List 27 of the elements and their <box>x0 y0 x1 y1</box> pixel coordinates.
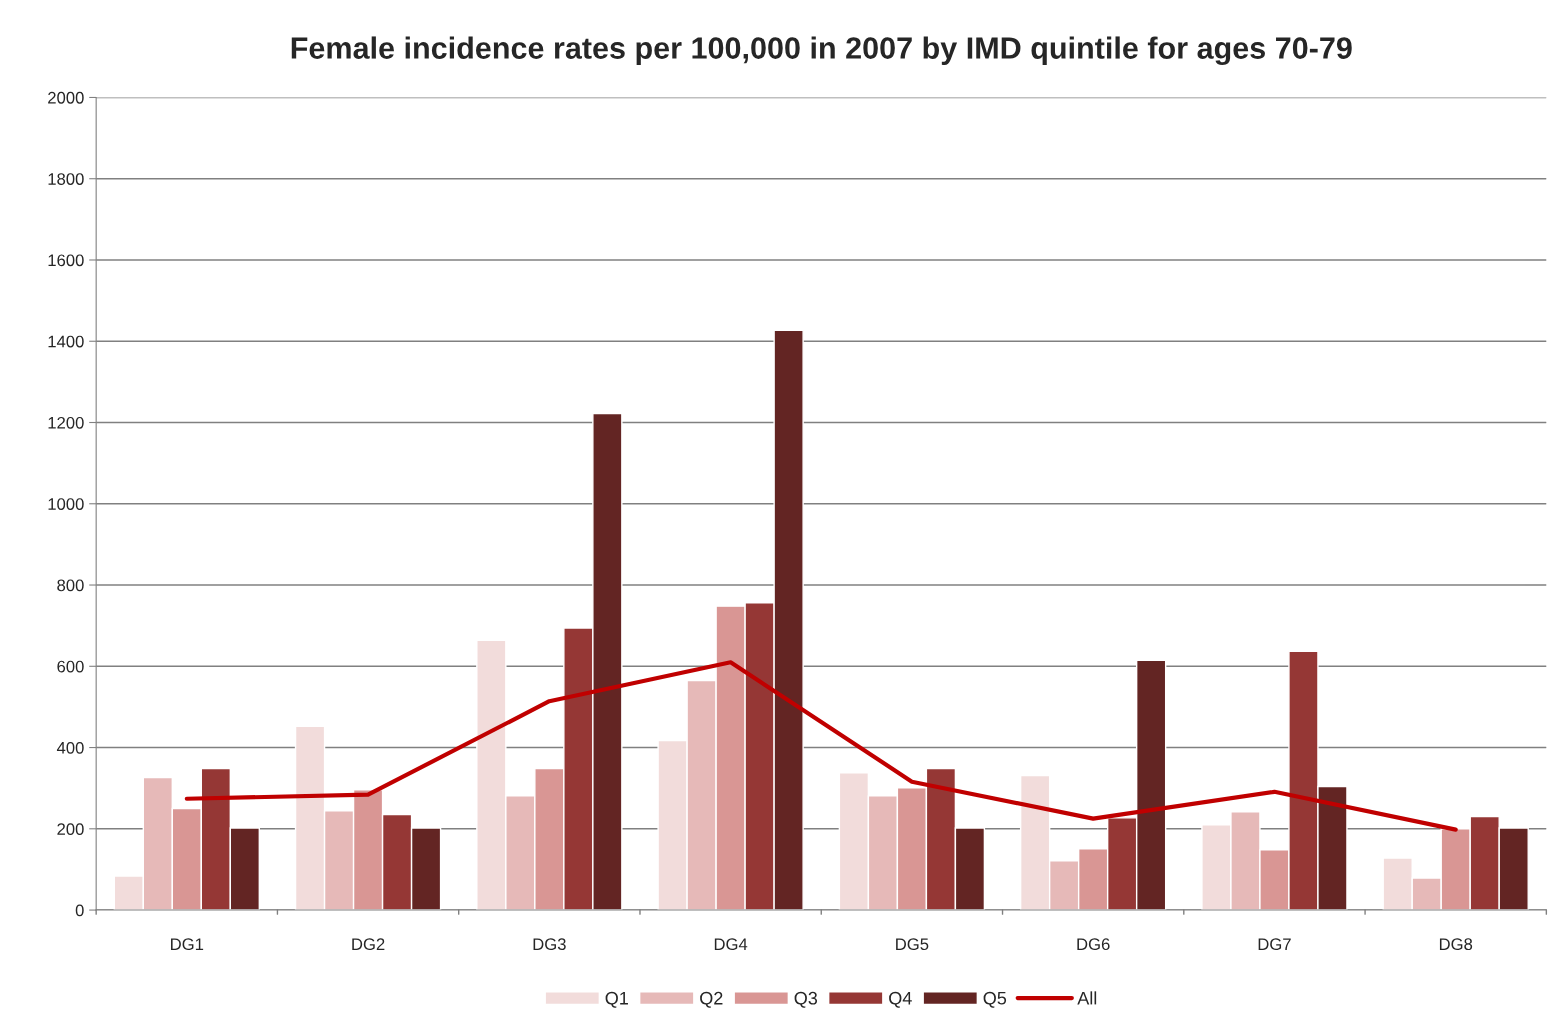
y-tick-label: 1400 <box>48 335 84 348</box>
y-tick-label: 400 <box>56 741 84 754</box>
y-tick-label: 1800 <box>48 173 84 185</box>
legend-label: Q5 <box>983 991 1007 1008</box>
x-tick-label: DG5 <box>896 938 929 951</box>
legend-label: Q3 <box>794 991 818 1008</box>
x-tick-label: DG7 <box>1258 938 1291 951</box>
line-series <box>184 660 1458 832</box>
y-tick-label: 2000 <box>48 91 84 104</box>
chart-title: Female incidence rates per 100,000 in 2007 by IMD quintile for ages 70-79 <box>291 36 1352 66</box>
y-tick-label: 600 <box>57 660 84 673</box>
y-tick-label: 800 <box>57 579 84 592</box>
x-tick-label: DG4 <box>714 938 748 951</box>
legend-label: Q4 <box>889 991 912 1008</box>
x-tick-label: DG3 <box>533 938 566 951</box>
y-tick-label: 0 <box>75 904 84 917</box>
legend-label: Q1 <box>605 991 628 1008</box>
legend-label: Q2 <box>700 991 723 1008</box>
x-tick-label: DG1 <box>171 938 204 951</box>
y-tick-label: 200 <box>57 823 84 836</box>
x-tick-label: DG6 <box>1077 938 1110 951</box>
x-tick-label: DG8 <box>1439 938 1473 951</box>
x-tick-label: DG2 <box>352 938 385 951</box>
y-tick-label: 1000 <box>48 498 84 510</box>
legend-label: All <box>1077 991 1097 1005</box>
y-tick-label: 1600 <box>48 254 84 267</box>
y-tick-label: 1200 <box>48 416 84 429</box>
